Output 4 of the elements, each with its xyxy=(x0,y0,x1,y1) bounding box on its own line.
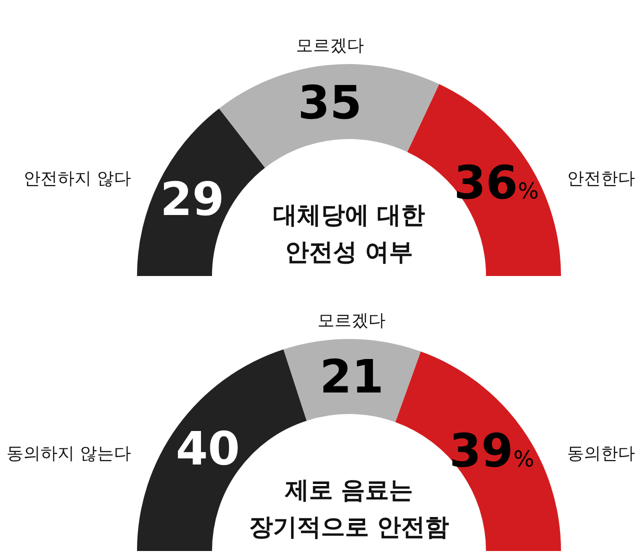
title: 장기적으로 안전함 xyxy=(248,513,450,541)
title: 대체당에 대한 xyxy=(272,201,426,229)
title: 제로 음료는 xyxy=(284,476,414,504)
title: 안전성 여부 xyxy=(284,238,414,266)
